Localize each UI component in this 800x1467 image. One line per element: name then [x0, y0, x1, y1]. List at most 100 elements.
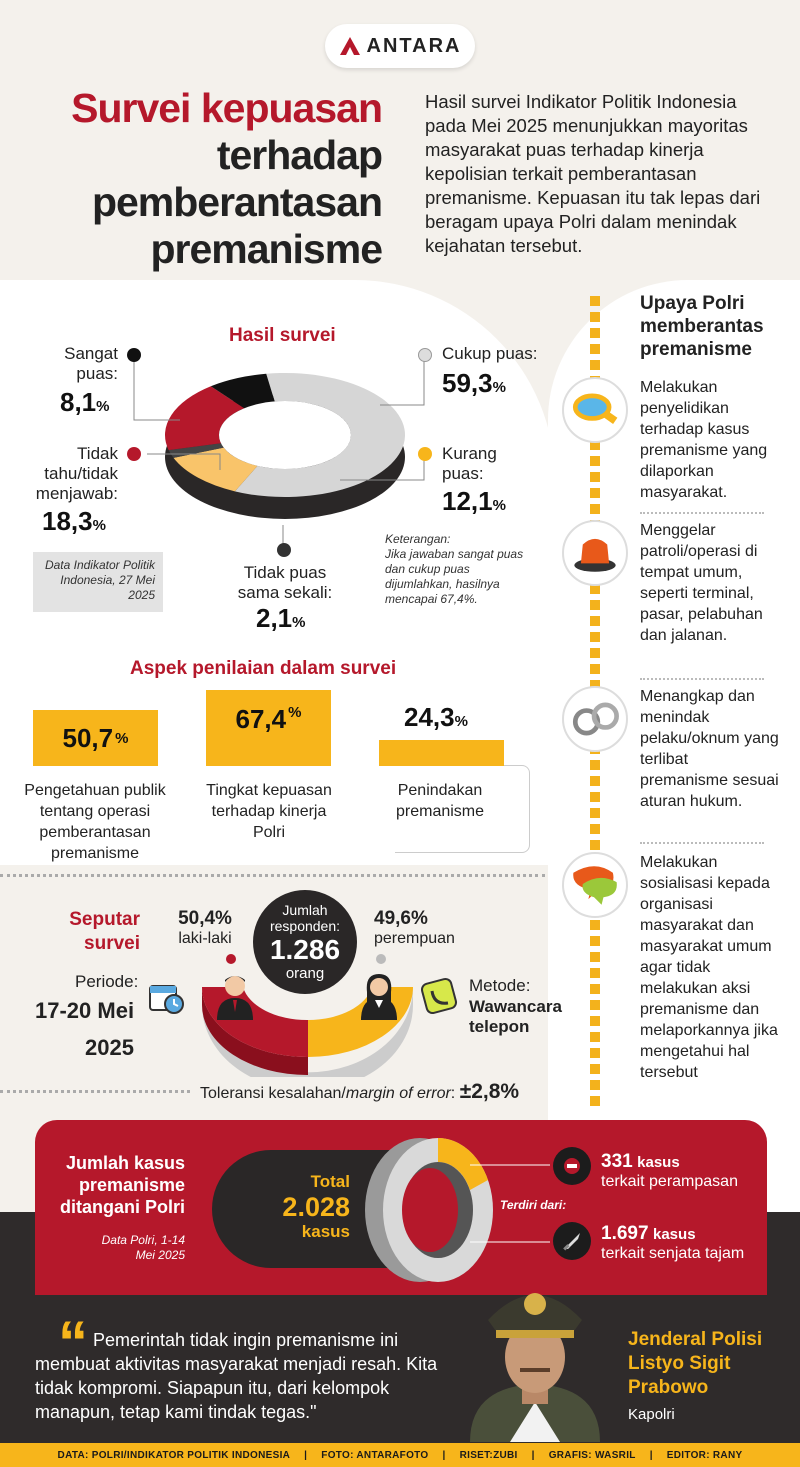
- donut-slice-3: [173, 447, 258, 492]
- bar-pengetahuan-label: Pengetahuan publik tentang operasi pembe…: [24, 782, 166, 862]
- sangat-puas-label: Sangat puas:: [64, 344, 118, 383]
- footer-data: DATA: POLRI/INDIKATOR POLITIK INDONESIA: [57, 1449, 291, 1461]
- case-2-unit: kasus: [653, 1226, 696, 1243]
- upaya-item-4: Melakukan sosialisasi kepada organisasi …: [640, 854, 778, 1081]
- upaya-item-1: Melakukan penyelidikan terhadap kasus pr…: [640, 379, 768, 501]
- quote-name: Jenderal Polisi Listyo Sigit Prabowo: [628, 1328, 762, 1400]
- female-pct: 49,6%: [374, 908, 428, 929]
- periode-label: Periode:: [75, 972, 139, 991]
- kasus-connector: [470, 1164, 550, 1243]
- divider-1: [0, 874, 545, 877]
- metode-value-2: telepon: [469, 1017, 530, 1036]
- resp-label: Jumlah responden:: [269, 902, 341, 934]
- kasus-source: Data Polri, 1-14 Mei 2025: [101, 1233, 185, 1262]
- case-1-desc: terkait perampasan: [601, 1173, 738, 1190]
- antara-logo: ANTARA: [325, 24, 475, 68]
- bar-penindakan-value: 24,3%: [404, 702, 468, 732]
- quote-name-3: Prabowo: [628, 1377, 709, 1398]
- page-title: Survei kepuasan terhadap pemberantasan p…: [40, 85, 383, 273]
- kasus-ring: [365, 1138, 493, 1282]
- case-item-1: 331 kasus terkait perampasan: [601, 1151, 738, 1191]
- upaya-item-2: Menggelar patroli/operasi di tempat umum…: [640, 522, 763, 644]
- footer-sep: |: [442, 1449, 446, 1461]
- intro-text: Hasil survei Indikator Politik Indonesia…: [425, 91, 761, 256]
- seputar-title: Seputar survei: [65, 908, 140, 956]
- keterangan: Keterangan: Jika jawaban sangat puas dan…: [385, 532, 535, 607]
- female-avatar-icon: [361, 974, 397, 1020]
- footer-riset: RISET:ZUBI: [459, 1449, 518, 1461]
- kasus-title: Jumlah kasus premanisme ditangani Polri: [59, 1153, 185, 1217]
- terdiri-label: Terdiri dari:: [500, 1198, 567, 1212]
- kapolri-portrait: [470, 1293, 600, 1442]
- donut-slice-1: [165, 386, 245, 451]
- margin-of-error: Toleransi kesalahan/margin of error: ±2,…: [200, 1080, 520, 1103]
- footer-credits: DATA: POLRI/INDIKATOR POLITIK INDONESIA …: [0, 1443, 800, 1467]
- robbery-icon: [553, 1147, 591, 1185]
- bar-penindakan: [379, 740, 504, 766]
- tidak-tahu-dot: [127, 447, 141, 461]
- leader-lines: [133, 355, 425, 545]
- upaya-sep-2: [640, 678, 764, 680]
- case-item-2: 1.697 kasus terkait senjata tajam: [601, 1223, 744, 1263]
- female-stat: 49,6% perempuan: [374, 908, 469, 948]
- periode-value-1: 17-20 Mei: [35, 998, 135, 1023]
- case-1-value: 331: [601, 1151, 633, 1172]
- magnifier-icon: [562, 377, 628, 443]
- tidak-tahu-label: Tidak tahu/tidak menjawab:: [35, 444, 118, 503]
- kurang-puas-dot: [418, 447, 432, 461]
- logo-text: ANTARA: [366, 34, 462, 57]
- quote-role: Kapolri: [628, 1406, 675, 1423]
- margin-label: Toleransi kesalahan/: [200, 1085, 346, 1102]
- title-line-2: terhadap: [216, 132, 383, 178]
- keterangan-title: Keterangan:: [385, 532, 451, 546]
- case-2-desc: terkait senjata tajam: [601, 1245, 745, 1262]
- knife-icon: [553, 1222, 591, 1260]
- keterangan-text: Jika jawaban sangat puas dan cukup puas …: [385, 547, 524, 606]
- total-label: Total: [310, 1172, 350, 1191]
- footer-sep: |: [649, 1449, 653, 1461]
- antara-logo-icon: [339, 37, 360, 55]
- upaya-sep-3: [640, 842, 764, 844]
- male-dot: [226, 954, 236, 964]
- resp-value: 1.286: [269, 934, 341, 965]
- title-line-1: Survei kepuasan: [71, 85, 383, 131]
- cukup-puas-label: Cukup puas:: [442, 344, 538, 363]
- sangat-puas-dot: [127, 348, 141, 362]
- calendar-clock-icon: [149, 985, 184, 1014]
- hasil-title: Hasil survei: [229, 325, 336, 346]
- bar-kepuasan: 67,4%: [206, 690, 331, 766]
- upaya-sep-1: [640, 512, 764, 514]
- kurang-puas-label: Kurang puas:: [442, 444, 497, 483]
- siren-icon: [562, 520, 628, 586]
- cukup-puas-value: 59,3%: [442, 368, 506, 398]
- divider-2: [0, 1090, 190, 1093]
- title-line-3: pemberantasan: [91, 179, 383, 225]
- tidak-puas-label: Tidak puas sama sekali:: [237, 563, 333, 602]
- margin-value: ±2,8%: [459, 1080, 520, 1103]
- tidak-puas-value: 2,1%: [256, 603, 306, 633]
- metode-value-1: Wawancara: [469, 997, 562, 1016]
- periode-value-2: 2025: [85, 1035, 134, 1060]
- sangat-puas-value: 8,1%: [60, 387, 110, 417]
- total-unit: kasus: [301, 1222, 350, 1241]
- case-2-value: 1.697: [601, 1223, 649, 1244]
- kurang-puas-value: 12,1%: [442, 486, 506, 516]
- metode-label: Metode:: [469, 976, 531, 995]
- bar-pengetahuan: 50,7%: [33, 710, 158, 766]
- phone-icon: [420, 977, 458, 1015]
- male-avatar-icon: [217, 976, 253, 1020]
- footer-foto: FOTO: ANTARAFOTO: [321, 1449, 429, 1461]
- margin-italic: margin of error: [345, 1085, 451, 1102]
- quote-mark-icon: “: [58, 1309, 88, 1376]
- male-stat: 50,4% laki-laki: [170, 908, 240, 948]
- resp-unit: orang: [285, 965, 325, 982]
- upaya-title: Upaya Polri memberantas premanisme: [640, 293, 764, 360]
- tidak-puas-dot: [277, 543, 291, 557]
- donut-hole: [219, 401, 351, 469]
- donut-slice-0: [210, 373, 275, 409]
- female-label: perempuan: [374, 930, 455, 947]
- footer-editor: EDITOR: RANY: [666, 1449, 743, 1461]
- quote-text: Pemerintah tidak ingin premanisme ini me…: [35, 1330, 438, 1422]
- male-pct: 50,4%: [178, 908, 232, 929]
- upaya-item-3: Menangkap dan menindak pelaku/oknum yang…: [640, 688, 779, 810]
